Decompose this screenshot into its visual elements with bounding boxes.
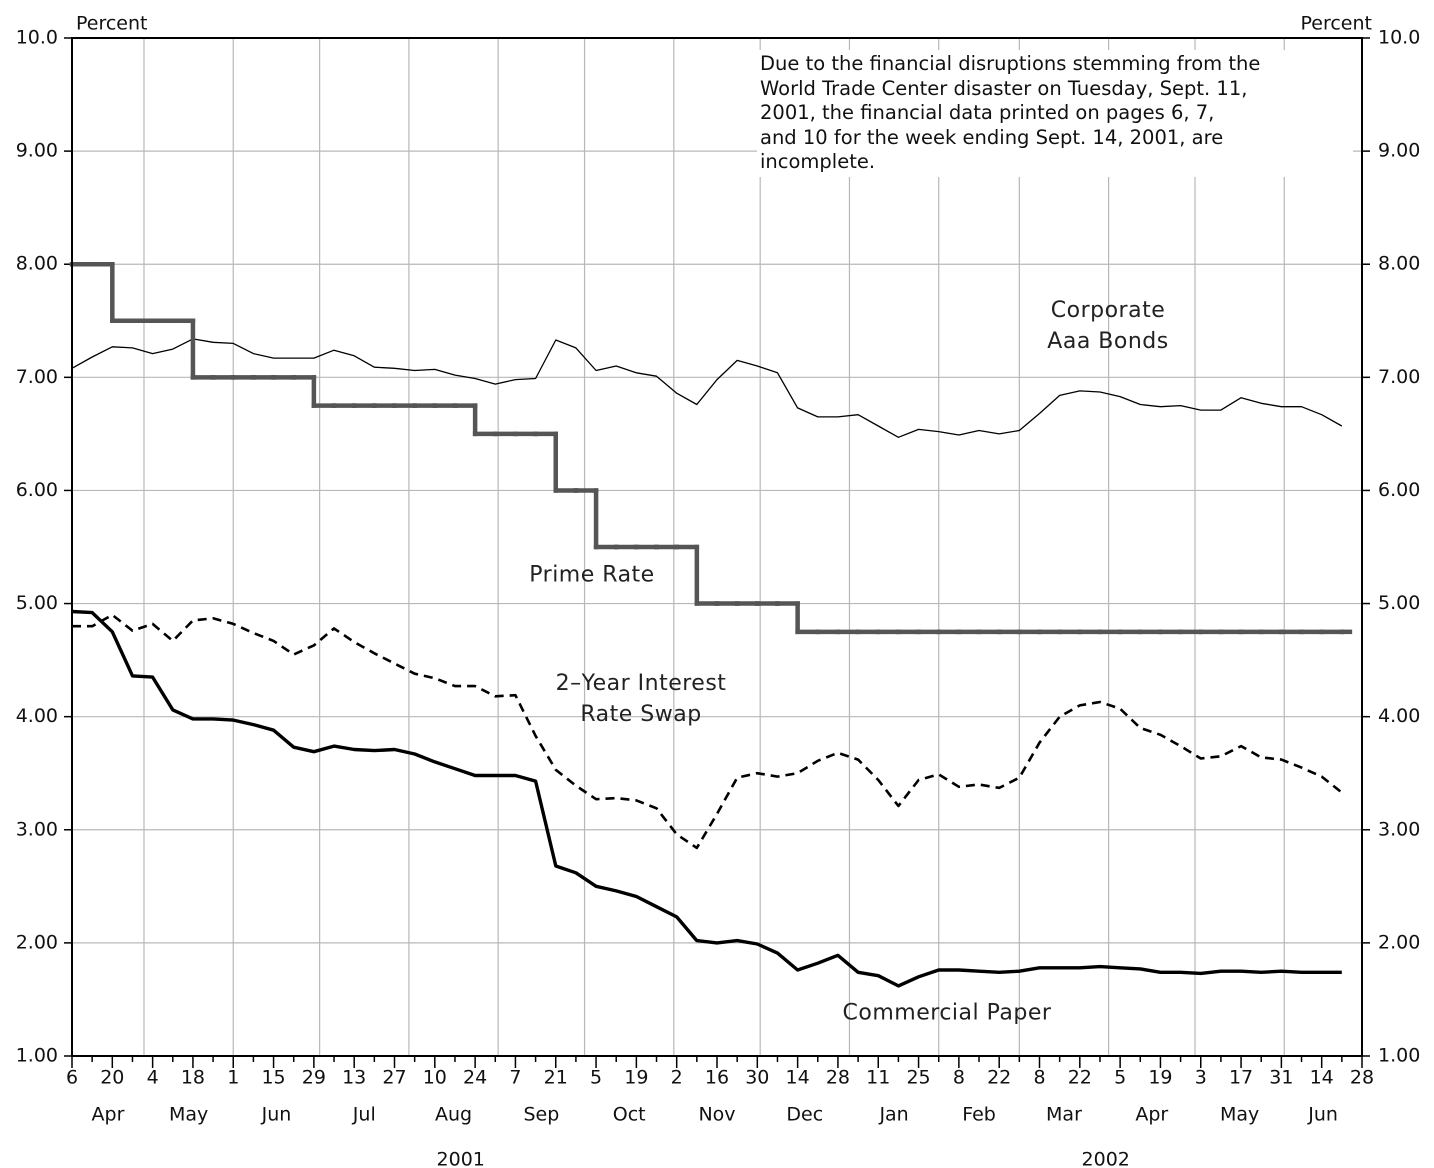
y2-tick-label: 8.00 (1378, 253, 1420, 275)
x-tick-label: 11 (866, 1067, 890, 1089)
series-label: Commercial Paper (842, 1000, 1052, 1026)
x-month-label: Oct (613, 1104, 646, 1126)
x-tick-label: 8 (953, 1067, 965, 1089)
series-line (71, 338, 1343, 438)
x-tick-label: 1 (227, 1067, 239, 1089)
y2-axis-title: Percent (1301, 13, 1373, 35)
y-tick-label: 6.00 (16, 479, 58, 501)
x-tick-label: 24 (463, 1067, 487, 1089)
y-tick-label: 3.00 (16, 818, 58, 840)
y2-tick-label: 3.00 (1378, 818, 1420, 840)
y-tick-label: 10.0 (16, 27, 58, 49)
y-tick-label: 4.00 (16, 705, 58, 727)
x-month-label: Apr (1135, 1104, 1168, 1126)
x-tick-label: 22 (987, 1067, 1011, 1089)
x-tick-label: 27 (382, 1067, 406, 1089)
x-tick-label: 22 (1068, 1067, 1092, 1089)
x-tick-label: 31 (1269, 1067, 1293, 1089)
series-label: Corporate Aaa Bonds (1047, 298, 1169, 354)
x-tick-label: 15 (261, 1067, 285, 1089)
x-year-label: 2001 (437, 1149, 485, 1168)
y-tick-label: 9.00 (16, 140, 58, 162)
x-tick-label: 10 (423, 1067, 447, 1089)
x-tick-label: 21 (544, 1067, 568, 1089)
x-tick-label: 29 (302, 1067, 326, 1089)
x-month-label: Jun (1307, 1104, 1338, 1126)
x-tick-label: 17 (1229, 1067, 1253, 1089)
x-tick-label: 14 (1310, 1067, 1334, 1089)
y-tick-label: 2.00 (16, 931, 58, 953)
x-month-label: Jun (261, 1104, 292, 1126)
x-tick-label: 20 (100, 1067, 124, 1089)
x-month-label: Dec (786, 1104, 823, 1126)
x-month-label: Sep (523, 1104, 559, 1126)
y-axis-title: Percent (76, 13, 148, 35)
y2-tick-label: 7.00 (1378, 366, 1420, 388)
x-month-label: Aug (435, 1104, 472, 1126)
x-tick-label: 7 (509, 1067, 521, 1089)
x-tick-label: 13 (342, 1067, 366, 1089)
x-tick-label: 28 (826, 1067, 850, 1089)
x-tick-label: 5 (1114, 1067, 1126, 1089)
series-label: Prime Rate (529, 562, 655, 588)
x-month-label: Jan (878, 1104, 908, 1126)
y2-tick-label: 6.00 (1378, 479, 1420, 501)
x-tick-label: 19 (1148, 1067, 1172, 1089)
y2-tick-label: 1.00 (1378, 1045, 1420, 1067)
y-tick-label: 5.00 (16, 592, 58, 614)
x-tick-label: 19 (624, 1067, 648, 1089)
x-tick-label: 28 (1350, 1067, 1374, 1089)
x-year-label: 2002 (1082, 1149, 1130, 1168)
x-month-label: Jul (352, 1104, 376, 1126)
y-tick-label: 1.00 (16, 1045, 58, 1067)
y2-tick-label: 2.00 (1378, 931, 1420, 953)
x-month-label: Feb (962, 1104, 996, 1126)
x-tick-label: 4 (147, 1067, 159, 1089)
grid (72, 37, 1362, 1057)
series-line (72, 613, 1343, 850)
x-month-label: May (1220, 1104, 1259, 1126)
y2-tick-label: 10.0 (1378, 27, 1420, 49)
y-tick-label: 8.00 (16, 253, 58, 275)
x-month-label: Apr (92, 1104, 125, 1126)
x-tick-label: 25 (906, 1067, 930, 1089)
x-month-label: Nov (698, 1104, 735, 1126)
x-tick-label: 14 (786, 1067, 810, 1089)
y2-tick-label: 9.00 (1378, 140, 1420, 162)
x-tick-label: 18 (181, 1067, 205, 1089)
y-tick-label: 7.00 (16, 366, 58, 388)
plot-frame (71, 37, 1363, 1057)
x-tick-label: 8 (1033, 1067, 1045, 1089)
series-line (71, 609, 1342, 988)
x-month-label: Mar (1046, 1104, 1082, 1126)
y2-tick-label: 5.00 (1378, 592, 1420, 614)
series-label: 2–Year Interest Rate Swap (555, 671, 727, 727)
x-tick-label: 3 (1195, 1067, 1207, 1089)
x-month-label: May (169, 1104, 208, 1126)
x-tick-label: 6 (66, 1067, 78, 1089)
x-tick-label: 30 (745, 1067, 769, 1089)
y2-tick-label: 4.00 (1378, 705, 1420, 727)
annotation: Due to the financial disruptions stemmin… (757, 50, 1353, 177)
x-tick-label: 5 (590, 1067, 602, 1089)
x-tick-label: 16 (705, 1067, 729, 1089)
x-tick-label: 2 (671, 1067, 683, 1089)
